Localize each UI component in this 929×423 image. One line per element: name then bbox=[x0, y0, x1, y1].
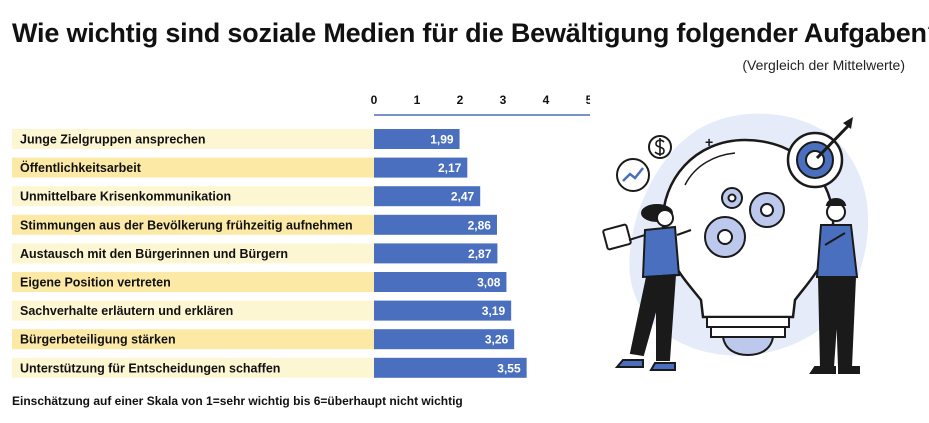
bar-chart: 0123456 Junge Zielgruppen ansprechen1,99… bbox=[12, 93, 590, 378]
scale-footnote: Einschätzung auf einer Skala von 1=sehr … bbox=[12, 394, 463, 408]
bar bbox=[374, 243, 498, 264]
gears-icon bbox=[704, 187, 785, 258]
category-label-background bbox=[12, 186, 374, 207]
bar-value-label: 2,17 bbox=[438, 161, 462, 175]
x-tick-label: 3 bbox=[500, 93, 507, 107]
category-label: Junge Zielgruppen ansprechen bbox=[20, 133, 205, 147]
category-label-background bbox=[12, 129, 374, 149]
bar-value-label: 3,19 bbox=[482, 304, 506, 318]
bar-row: Sachverhalte erläutern und erklären 3,19 bbox=[12, 300, 512, 321]
chart-subtitle: (Vergleich der Mittelwerte) bbox=[742, 57, 905, 73]
bar bbox=[374, 357, 527, 378]
category-label: Unmittelbare Krisenkommunikation bbox=[20, 190, 231, 204]
bar-value-label: 3,55 bbox=[497, 361, 521, 375]
lightbulb-icon bbox=[661, 138, 835, 357]
x-tick-label: 0 bbox=[371, 93, 378, 107]
bar-row: Öffentlichkeitsarbeit 2,17 bbox=[12, 157, 468, 178]
category-label-background bbox=[12, 357, 374, 378]
thinking-person-icon bbox=[809, 198, 860, 374]
x-tick-label: 2 bbox=[457, 93, 464, 107]
bar-row: Austausch mit den Bürgerinnen und Bürger… bbox=[12, 243, 498, 264]
x-tick-label: 4 bbox=[543, 93, 550, 107]
bar-row: Junge Zielgruppen ansprechen 1,99 bbox=[12, 129, 460, 149]
x-tick-label: 1 bbox=[414, 93, 421, 107]
bar-value-label: 3,08 bbox=[477, 276, 501, 290]
bar-value-label: 2,86 bbox=[468, 218, 492, 232]
trend-chart-icon bbox=[616, 158, 650, 192]
category-label: Eigene Position vertreten bbox=[20, 276, 171, 290]
bar-row: Eigene Position vertreten 3,08 bbox=[12, 272, 507, 292]
sparkle-icon: + bbox=[705, 134, 713, 150]
bar-value-label: 2,87 bbox=[468, 247, 492, 261]
bar-row: Unterstützung für Entscheidungen schaffe… bbox=[12, 357, 527, 378]
category-label: Bürgerbeteiligung stärken bbox=[20, 333, 176, 347]
bar bbox=[374, 157, 468, 178]
chart-title: Wie wichtig sind soziale Medien für die … bbox=[12, 18, 929, 48]
category-label: Stimmungen aus der Bevölkerung frühzeiti… bbox=[20, 218, 353, 232]
category-label-background bbox=[12, 329, 374, 350]
bar bbox=[374, 214, 497, 235]
bar-row: Stimmungen aus der Bevölkerung frühzeiti… bbox=[12, 214, 497, 235]
bar-rows: Junge Zielgruppen ansprechen 1,99 Öffentli… bbox=[12, 129, 527, 378]
category-label-background bbox=[12, 243, 374, 264]
ideas-illustration: + bbox=[602, 113, 869, 374]
bar-value-label: 2,47 bbox=[451, 190, 475, 204]
bar bbox=[374, 129, 460, 149]
bar bbox=[374, 272, 507, 292]
dollar-coin-icon bbox=[648, 135, 672, 159]
category-label: Sachverhalte erläutern und erklären bbox=[20, 304, 233, 318]
target-arrow-icon bbox=[786, 117, 853, 189]
bar bbox=[374, 329, 515, 350]
category-label-background bbox=[12, 272, 374, 292]
bar-value-label: 3,26 bbox=[485, 333, 509, 347]
category-label: Austausch mit den Bürgerinnen und Bürger… bbox=[20, 247, 288, 261]
x-tick-label: 5 bbox=[586, 93, 590, 107]
bar bbox=[374, 300, 512, 321]
x-axis: 0123456 bbox=[371, 93, 590, 116]
bar-row: Bürgerbeteiligung stärken 3,26 bbox=[12, 329, 515, 350]
category-label-background bbox=[12, 214, 374, 235]
bar-value-label: 1,99 bbox=[430, 133, 454, 147]
category-label-background bbox=[12, 300, 374, 321]
category-label: Öffentlichkeitsarbeit bbox=[20, 160, 142, 175]
bar-row: Unmittelbare Krisenkommunikation 2,47 bbox=[12, 186, 481, 207]
category-label-background bbox=[12, 157, 374, 178]
bar bbox=[374, 186, 481, 207]
person-with-tablet-icon bbox=[602, 204, 692, 371]
category-label: Unterstützung für Entscheidungen schaffe… bbox=[20, 361, 280, 375]
